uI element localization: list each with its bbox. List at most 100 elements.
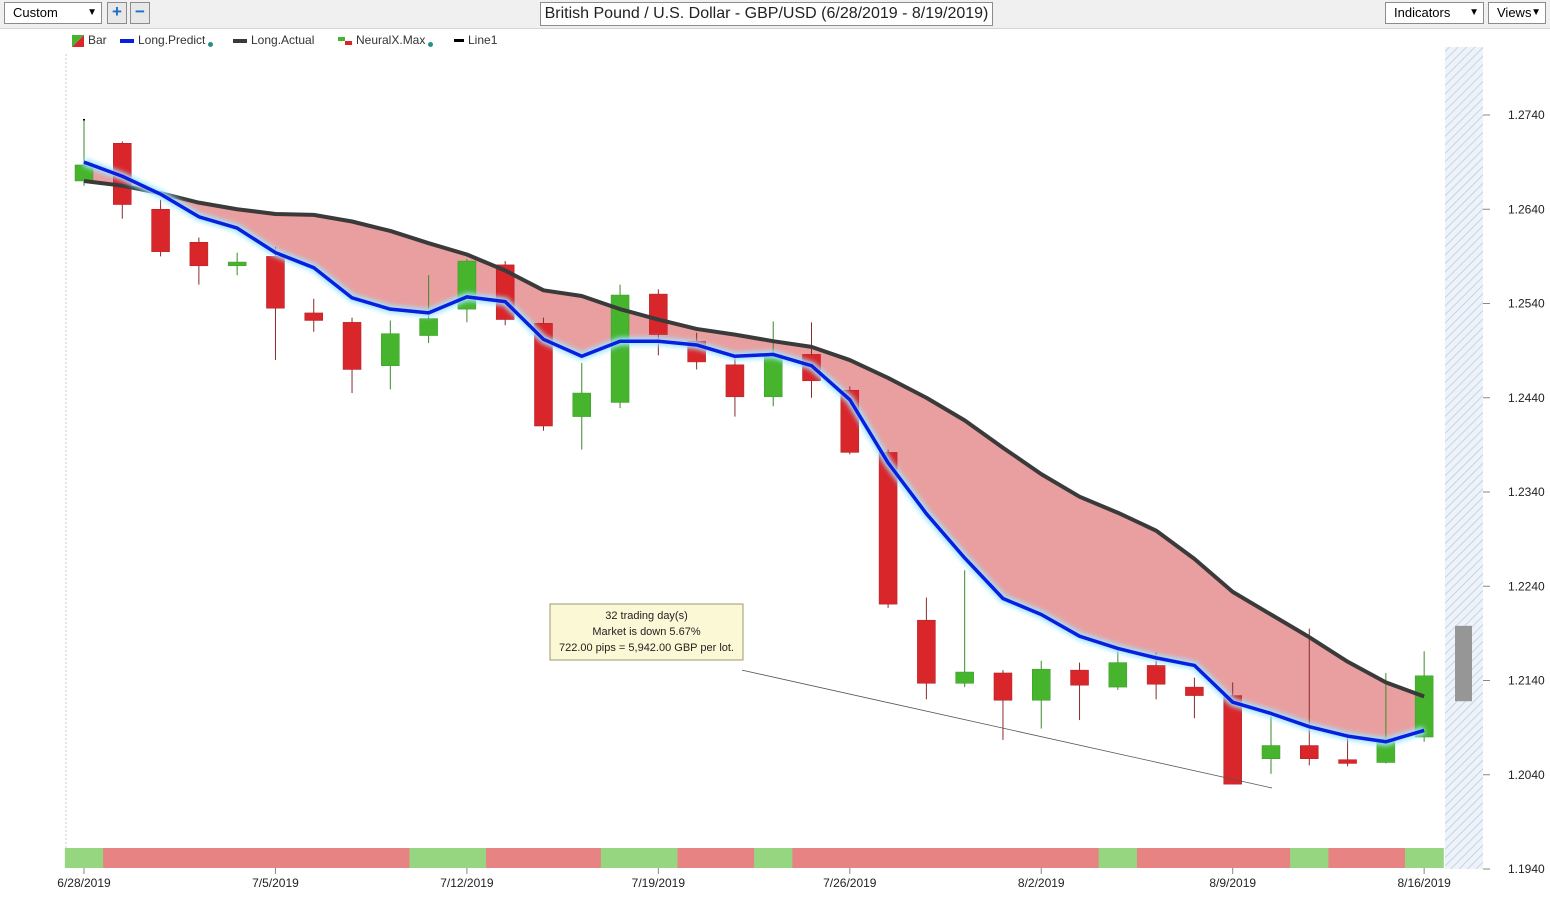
signal-band-cell	[983, 848, 1023, 868]
signal-band-cell	[371, 848, 410, 868]
signal-band-cell	[868, 848, 908, 868]
legend-item-line1[interactable]: Line1	[454, 33, 497, 47]
x-tick-label: 7/5/2019	[252, 876, 299, 890]
annotation-line: Market is down 5.67%	[592, 626, 700, 638]
plus-icon: +	[112, 2, 122, 21]
candle-body	[266, 256, 285, 309]
candle-body	[1261, 745, 1281, 759]
y-tick-label: 1.2040	[1508, 768, 1545, 782]
signal-band-cell	[141, 848, 181, 868]
long-actual-line	[83, 178, 1425, 699]
candle-body	[725, 364, 745, 398]
views-dropdown[interactable]: Views ▼	[1488, 2, 1546, 24]
chart-title: British Pound / U.S. Dollar - GBP/USD (6…	[540, 2, 993, 26]
add-indicator-button[interactable]: +	[107, 2, 127, 24]
projection-range-bar	[1455, 625, 1472, 702]
y-tick-label: 1.2640	[1508, 202, 1545, 216]
signal-band-cell	[754, 848, 793, 868]
legend-label: Long.Predict	[138, 33, 206, 47]
indicators-label: Indicators	[1394, 5, 1451, 20]
legend-label: Long.Actual	[251, 33, 315, 47]
x-tick-label: 7/19/2019	[632, 876, 686, 890]
blue-line-icon	[120, 38, 134, 43]
candle-body	[1414, 675, 1434, 738]
signal-band-cell	[64, 848, 104, 868]
candle-body	[1223, 695, 1242, 785]
line1-measure	[741, 669, 1273, 789]
signal-band-cell	[1328, 848, 1368, 868]
legend-label: Line1	[468, 33, 498, 47]
legend-dot-icon	[208, 42, 214, 47]
candle-body	[342, 322, 362, 370]
signal-band-cell	[179, 848, 219, 868]
signal-band-cell	[447, 848, 487, 868]
dark-line-icon	[233, 38, 247, 43]
spread-fill	[84, 162, 1425, 742]
candle-body	[1146, 665, 1166, 685]
legend-item-neuralx-max[interactable]: NeuralX.Max	[338, 33, 434, 47]
signal-band-cell	[1136, 848, 1176, 868]
price-chart[interactable]: 1.2740 1.2640 1.2540 1.2440 1.2340 1.2240 1.21…	[0, 28, 1550, 899]
long-predict-line	[83, 160, 1425, 744]
y-tick-label: 1.2540	[1508, 297, 1545, 311]
y-tick-label: 1.2240	[1508, 579, 1545, 593]
remove-indicator-button[interactable]: −	[130, 2, 150, 24]
legend-item-long-predict[interactable]: Long.Predict	[120, 33, 214, 47]
signal-band-cell	[830, 848, 870, 868]
candle-body	[151, 209, 170, 252]
black-line-icon	[454, 39, 464, 43]
candle-body	[1108, 662, 1128, 688]
annotation-box	[549, 603, 744, 661]
signal-band-cell	[562, 848, 602, 868]
signal-band-cell	[294, 848, 334, 868]
signal-band-cell	[486, 848, 525, 868]
preset-dropdown[interactable]: Custom ▼	[4, 2, 102, 24]
signal-band-cell	[907, 848, 947, 868]
chevron-down-icon: ▼	[1531, 7, 1541, 18]
legend-item-long-actual[interactable]: Long.Actual	[233, 33, 314, 47]
y-tick-label: 1.2440	[1508, 391, 1545, 405]
signal-band-cell	[332, 848, 372, 868]
legend-label: NeuralX.Max	[356, 33, 426, 47]
x-tick-label: 8/9/2019	[1209, 876, 1256, 890]
candle-body	[534, 323, 553, 427]
signal-band-cell	[1290, 848, 1329, 868]
candle-body	[917, 619, 936, 684]
signal-band-cell	[1251, 848, 1291, 868]
views-label: Views	[1497, 5, 1532, 20]
candle-body	[381, 333, 400, 366]
x-tick-label: 7/12/2019	[440, 876, 494, 890]
indicators-dropdown[interactable]: Indicators ▼	[1385, 2, 1484, 24]
signal-band-cell	[524, 848, 564, 868]
candle-body	[419, 318, 438, 336]
annotation-line: 722.00 pips = 5,942.00 GBP per lot.	[559, 642, 734, 654]
signal-band-cell	[1060, 848, 1100, 868]
candle-body	[1338, 759, 1357, 764]
signal-band-cell	[639, 848, 678, 868]
signal-band-cell	[103, 848, 142, 868]
y-tick-label: 1.1940	[1508, 862, 1545, 876]
signal-band-cell	[256, 848, 296, 868]
bar-icon	[338, 36, 352, 45]
candle-body	[1070, 669, 1089, 686]
candle-body	[1185, 686, 1204, 696]
legend-item-bar[interactable]: Bar	[72, 33, 107, 47]
signal-band-cell	[792, 848, 832, 868]
candle-body	[955, 671, 974, 684]
chevron-down-icon: ▼	[87, 7, 97, 18]
candle-body	[189, 241, 209, 267]
signal-band-cell	[677, 848, 717, 868]
signal-band-cell	[600, 848, 640, 868]
candle-body	[304, 312, 323, 321]
x-tick-label: 7/26/2019	[823, 876, 877, 890]
bar-icon	[72, 34, 84, 47]
annotation-line: 32 trading day(s)	[605, 610, 688, 622]
signal-band-cell	[1213, 848, 1253, 868]
signal-band-cell	[945, 848, 985, 868]
projection-area	[1445, 47, 1483, 869]
chevron-down-icon: ▼	[1469, 7, 1479, 18]
signal-band-cell	[1175, 848, 1215, 868]
candle-body	[1032, 668, 1051, 701]
toolbar: Custom ▼ + − British Pound / U.S. Dollar…	[0, 0, 1550, 29]
legend-dot-icon	[428, 42, 434, 47]
